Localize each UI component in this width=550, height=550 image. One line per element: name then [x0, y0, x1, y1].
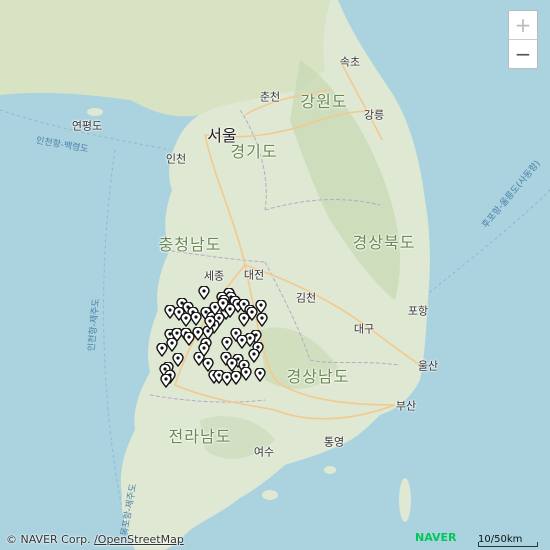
daegu-label: 대구 — [353, 322, 375, 336]
location-marker-icon[interactable] — [190, 312, 202, 326]
ulsan-label: 울산 — [417, 359, 439, 373]
location-marker-icon[interactable] — [248, 349, 260, 363]
chuncheon-label: 춘천 — [259, 90, 281, 104]
location-marker-icon[interactable] — [171, 328, 183, 342]
gangneung-label: 강릉 — [363, 108, 385, 122]
gyeongnam-label: 경상남도 — [286, 367, 350, 386]
chungnam-label: 충청남도 — [158, 235, 222, 254]
gyeonggi-label: 경기도 — [230, 142, 278, 161]
yeosu-label: 여수 — [253, 445, 275, 459]
busan-label: 부산 — [395, 399, 417, 413]
location-marker-icon[interactable] — [240, 367, 252, 381]
location-marker-icon[interactable] — [230, 371, 242, 385]
location-marker-icon[interactable] — [217, 298, 229, 312]
gangwon-label: 강원도 — [300, 92, 348, 111]
tongyeong-label: 통영 — [323, 435, 345, 449]
location-marker-icon[interactable] — [221, 337, 233, 351]
gyeongbuk-label: 경상북도 — [352, 233, 416, 252]
location-marker-icon[interactable] — [172, 353, 184, 367]
gimcheon-label: 김천 — [295, 291, 317, 305]
location-marker-icon[interactable] — [221, 372, 233, 386]
osm-link[interactable]: /OpenStreetMap — [94, 533, 184, 546]
location-marker-icon[interactable] — [198, 286, 210, 300]
attribution: © NAVER Corp. /OpenStreetMap — [6, 533, 184, 546]
sejong-label: 세종 — [203, 269, 225, 283]
zoom-out-button[interactable]: − — [514, 42, 532, 66]
location-marker-icon[interactable] — [198, 343, 210, 357]
location-marker-icon[interactable] — [226, 358, 238, 372]
location-marker-icon[interactable] — [156, 343, 168, 357]
location-marker-icon[interactable] — [183, 332, 195, 346]
location-marker-icon[interactable] — [209, 302, 221, 316]
zoom-control: + − — [508, 10, 538, 69]
location-marker-icon[interactable] — [180, 313, 192, 327]
location-marker-icon[interactable] — [254, 368, 266, 382]
location-marker-icon[interactable] — [166, 338, 178, 352]
location-marker-icon[interactable] — [160, 374, 172, 388]
zoom-in-button[interactable]: + — [509, 11, 537, 40]
scale-bar-line — [478, 542, 538, 547]
seoul-label: 서울 — [207, 126, 237, 145]
yeonpyeong-label: 연평도 — [71, 119, 103, 133]
pohang-label: 포항 — [407, 304, 429, 318]
location-marker-icon[interactable] — [204, 316, 216, 330]
jeonnam-label: 전라남도 — [168, 427, 232, 446]
scale-bar: 10/50km — [478, 534, 538, 547]
location-marker-icon[interactable] — [193, 352, 205, 366]
location-marker-icon[interactable] — [202, 358, 214, 372]
location-marker-icon[interactable] — [255, 300, 267, 314]
location-marker-icon[interactable] — [256, 313, 268, 327]
daejeon-label: 대전 — [243, 268, 265, 282]
sokcho-label: 속초 — [339, 55, 361, 69]
incheon-label: 인천 — [165, 152, 187, 166]
naver-copyright: © NAVER Corp. — [6, 533, 91, 546]
location-marker-icon[interactable] — [236, 335, 248, 349]
naver-logo: NAVER — [415, 531, 457, 544]
location-marker-icon[interactable] — [224, 304, 236, 318]
scale-label: 10/50km — [478, 534, 523, 545]
location-marker-icon[interactable] — [238, 313, 250, 327]
